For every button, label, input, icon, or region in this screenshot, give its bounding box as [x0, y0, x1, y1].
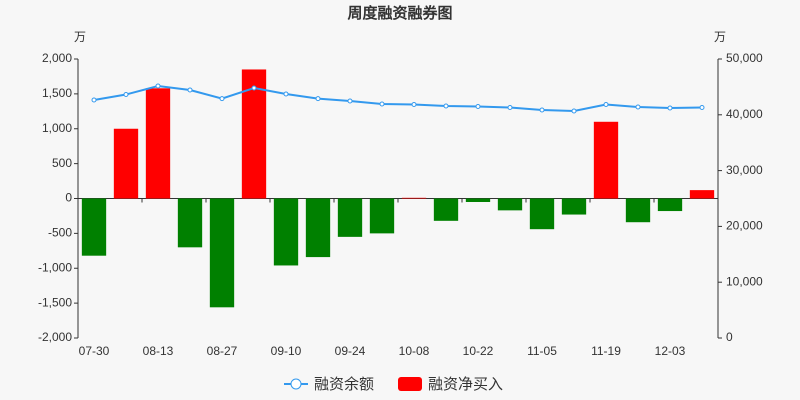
- y2-tick-label: 0: [726, 330, 733, 344]
- y-tick-label: 500: [52, 156, 72, 170]
- y2-tick-label: 30,000: [726, 163, 763, 177]
- line-point: [155, 83, 161, 89]
- x-tick-label: 07-30: [79, 344, 110, 358]
- bar: [465, 198, 491, 202]
- x-tick-label: 09-10: [271, 344, 302, 358]
- line-point: [315, 96, 321, 102]
- chart-title: 周度融资融券图: [347, 4, 452, 22]
- bar: [497, 198, 523, 211]
- x-tick-label: 08-27: [207, 344, 238, 358]
- y-tick-label: -2,000: [38, 330, 72, 344]
- bar: [433, 198, 459, 221]
- y-tick-label: -1,500: [38, 295, 72, 309]
- x-tick-label: 08-13: [143, 344, 174, 358]
- bar: [689, 190, 715, 199]
- line-point: [635, 104, 641, 110]
- line-point: [379, 101, 385, 107]
- bar: [401, 197, 427, 199]
- x-tick-label: 10-22: [463, 344, 494, 358]
- legend-label: 融资余额: [314, 375, 374, 393]
- y-tick-label: -1,000: [38, 260, 72, 274]
- y2-tick-label: 50,000: [726, 51, 763, 65]
- line-point: [187, 87, 193, 93]
- y-tick-label: 2,000: [42, 51, 72, 65]
- line-point: [443, 103, 449, 109]
- y2-tick-label: 20,000: [726, 219, 763, 233]
- line-point: [219, 96, 225, 102]
- x-tick-label: 11-05: [527, 344, 557, 358]
- x-tick-label: 11-19: [591, 344, 621, 358]
- line-point: [91, 97, 97, 103]
- bar: [369, 198, 395, 234]
- bar: [273, 198, 299, 266]
- y-tick-label: 0: [65, 191, 72, 205]
- bar: [337, 198, 363, 237]
- bar: [657, 198, 683, 212]
- y-tick-label: -500: [48, 226, 72, 240]
- y-tick-label: 1,500: [42, 86, 72, 100]
- line-point: [411, 101, 417, 107]
- y-tick-label: 1,000: [42, 121, 72, 135]
- bar: [593, 121, 619, 199]
- line-point: [347, 98, 353, 104]
- line: [93, 84, 703, 113]
- line-point: [507, 104, 513, 110]
- bar: [529, 198, 555, 230]
- line-point: [699, 104, 705, 110]
- line-point: [603, 101, 609, 107]
- legend-marker: [290, 378, 302, 390]
- line-point: [475, 103, 481, 109]
- line-point: [251, 85, 257, 91]
- line-point: [667, 105, 673, 111]
- x-tick-label: 09-24: [335, 344, 366, 358]
- bar: [81, 198, 107, 256]
- x-tick-label: 12-03: [655, 344, 686, 358]
- line-point: [539, 107, 545, 113]
- line-point: [123, 91, 129, 97]
- y-unit: 万: [74, 30, 86, 44]
- bar: [305, 198, 331, 258]
- y2-tick-label: 10,000: [726, 274, 763, 288]
- line-point: [571, 108, 577, 114]
- legend-swatch: [398, 377, 422, 391]
- bar: [561, 198, 587, 215]
- legend-label: 融资净买入: [428, 376, 503, 393]
- line-point: [283, 91, 289, 97]
- bar: [209, 198, 235, 308]
- y2-tick-label: 40,000: [726, 107, 763, 121]
- bar: [625, 198, 651, 223]
- bar: [145, 88, 171, 199]
- y2-unit: 万: [714, 30, 726, 44]
- bar: [177, 198, 203, 248]
- bar: [113, 128, 139, 199]
- x-tick-label: 10-08: [399, 344, 430, 358]
